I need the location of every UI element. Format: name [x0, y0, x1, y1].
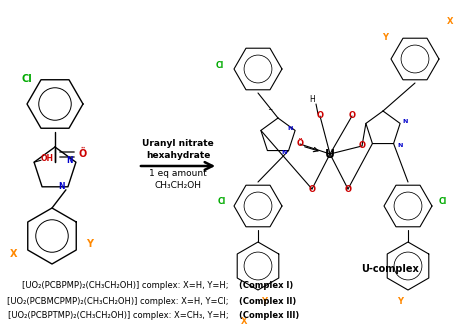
Text: N: N: [67, 156, 73, 165]
Text: N: N: [59, 182, 65, 191]
Text: Cl: Cl: [218, 198, 226, 206]
Text: Y: Y: [261, 297, 267, 307]
Text: Uranyl nitrate: Uranyl nitrate: [142, 140, 214, 148]
Text: O: O: [309, 184, 316, 193]
Text: Y: Y: [86, 239, 93, 249]
Text: CH₃CH₂OH: CH₃CH₂OH: [155, 181, 201, 191]
Text: Ö: Ö: [79, 149, 87, 159]
Text: Y: Y: [382, 32, 388, 41]
Text: Cl: Cl: [439, 198, 447, 206]
Text: Y: Y: [397, 297, 403, 307]
Text: Ö: Ö: [297, 140, 303, 148]
Text: hexahydrate: hexahydrate: [146, 151, 210, 159]
Text: [UO₂(PCBMCPMP)₂(CH₃CH₂OH)] complex: X=H, Y=Cl;: [UO₂(PCBMCPMP)₂(CH₃CH₂OH)] complex: X=H,…: [7, 297, 237, 307]
Text: N: N: [402, 119, 408, 124]
Text: N: N: [397, 143, 402, 148]
Text: O: O: [317, 111, 323, 121]
Text: Cl: Cl: [22, 74, 32, 84]
Text: U: U: [325, 147, 335, 160]
Text: [UO₂(PCBPMP)₂(CH₃CH₂OH)] complex: X=H, Y=H;: [UO₂(PCBPMP)₂(CH₃CH₂OH)] complex: X=H, Y…: [22, 282, 237, 291]
Text: N: N: [287, 126, 293, 131]
Text: [UO₂(PCBPTMP)₂(CH₃CH₂OH)] complex: X=CH₃, Y=H;: [UO₂(PCBPTMP)₂(CH₃CH₂OH)] complex: X=CH₃…: [8, 311, 237, 320]
Text: X: X: [447, 17, 453, 26]
Text: X: X: [10, 249, 18, 259]
Text: Cl: Cl: [216, 61, 224, 70]
Text: H: H: [309, 95, 315, 103]
Text: O: O: [348, 111, 356, 121]
Text: (Complex III): (Complex III): [239, 311, 299, 320]
Text: (Complex II): (Complex II): [239, 297, 296, 307]
Text: (Complex I): (Complex I): [239, 282, 293, 291]
Text: O: O: [345, 184, 352, 193]
Text: 1 eq amount: 1 eq amount: [149, 169, 207, 179]
Text: O: O: [358, 142, 365, 151]
Text: U-complex: U-complex: [361, 264, 419, 274]
Text: ─: ─: [268, 108, 272, 112]
Text: X: X: [241, 317, 247, 324]
Text: N: N: [281, 150, 286, 155]
Text: OH: OH: [41, 154, 54, 163]
